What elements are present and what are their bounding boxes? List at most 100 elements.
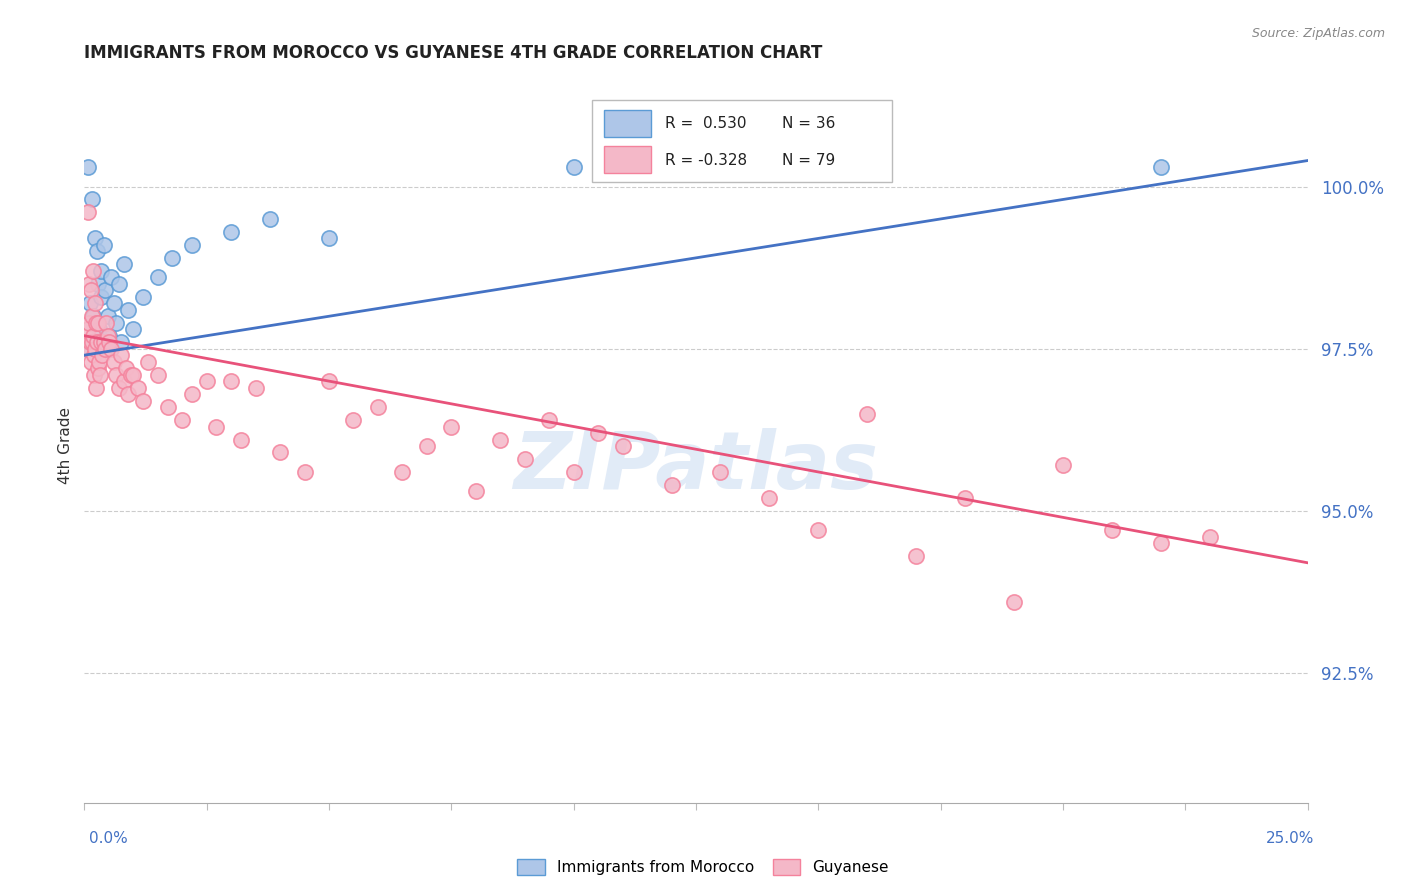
Point <box>80 193 103 207</box>
Point <box>76 342 98 356</box>
Point <box>195 374 218 388</box>
Point <box>489 433 512 447</box>
Point <box>953 491 976 505</box>
Point <box>79 335 101 350</box>
Point <box>76 205 98 219</box>
Point <box>562 465 585 479</box>
Point <box>91 335 114 350</box>
Point <box>136 354 159 368</box>
Point <box>96 342 118 356</box>
Text: N = 36: N = 36 <box>782 116 835 131</box>
Point <box>76 342 98 356</box>
Legend: Immigrants from Morocco, Guyanese: Immigrants from Morocco, Guyanese <box>513 855 893 880</box>
Point <box>86 244 108 259</box>
Point <box>82 310 104 324</box>
Point <box>391 465 413 479</box>
Bar <box>605 145 651 173</box>
Point <box>1150 160 1173 174</box>
Point <box>82 264 104 278</box>
Point <box>162 251 184 265</box>
Point <box>77 160 100 174</box>
Point <box>245 381 267 395</box>
Point <box>1198 530 1220 544</box>
Point <box>87 354 110 368</box>
Point <box>219 374 242 388</box>
Point <box>513 452 536 467</box>
Point <box>758 491 780 505</box>
Point <box>87 316 110 330</box>
Text: ZIPatlas: ZIPatlas <box>513 428 879 507</box>
Point <box>80 354 103 368</box>
Point <box>87 277 110 291</box>
Point <box>96 316 118 330</box>
Point <box>84 231 107 245</box>
Point <box>229 433 252 447</box>
Point <box>91 348 114 362</box>
Point <box>94 283 117 297</box>
Point <box>205 419 228 434</box>
Point <box>103 354 125 368</box>
Point <box>86 361 108 376</box>
Text: 25.0%: 25.0% <box>1267 831 1315 846</box>
Point <box>110 335 132 350</box>
Point <box>90 264 112 278</box>
Point <box>120 368 142 382</box>
Point <box>77 316 100 330</box>
Point <box>807 153 830 168</box>
Point <box>269 445 291 459</box>
Point <box>181 387 204 401</box>
Point <box>93 335 115 350</box>
Text: R = -0.328: R = -0.328 <box>665 153 748 168</box>
Point <box>1002 595 1025 609</box>
Point <box>89 368 111 382</box>
Point <box>112 257 135 271</box>
Point <box>440 419 463 434</box>
Point <box>84 316 107 330</box>
Text: IMMIGRANTS FROM MOROCCO VS GUYANESE 4TH GRADE CORRELATION CHART: IMMIGRANTS FROM MOROCCO VS GUYANESE 4TH … <box>84 45 823 62</box>
Point <box>856 407 879 421</box>
Point <box>105 316 128 330</box>
Point <box>709 465 731 479</box>
Point <box>79 296 101 310</box>
Point <box>84 381 107 395</box>
Point <box>83 348 105 362</box>
Point <box>100 270 122 285</box>
Point <box>562 160 585 174</box>
Point <box>122 368 145 382</box>
Point <box>89 290 111 304</box>
Text: R =  0.530: R = 0.530 <box>665 116 747 131</box>
Point <box>80 335 103 350</box>
Point <box>77 277 100 291</box>
Point <box>115 361 138 376</box>
Point <box>100 342 122 356</box>
Point <box>416 439 439 453</box>
Point <box>117 302 139 317</box>
Point <box>172 413 194 427</box>
Point <box>83 296 105 310</box>
Point <box>112 374 135 388</box>
Point <box>83 368 105 382</box>
Point <box>661 478 683 492</box>
Point <box>156 400 179 414</box>
Text: Source: ZipAtlas.com: Source: ZipAtlas.com <box>1251 27 1385 40</box>
Point <box>342 413 364 427</box>
Point <box>82 328 104 343</box>
Point <box>80 283 103 297</box>
Point <box>219 225 242 239</box>
Point <box>105 368 128 382</box>
Point <box>122 322 145 336</box>
Text: N = 79: N = 79 <box>782 153 835 168</box>
Point <box>586 425 609 440</box>
Point <box>97 310 120 324</box>
Point <box>905 549 928 564</box>
Point <box>84 342 107 356</box>
Bar <box>605 110 651 137</box>
Point <box>1150 536 1173 550</box>
Point <box>612 439 634 453</box>
Point <box>83 335 105 350</box>
Text: 0.0%: 0.0% <box>89 831 128 846</box>
Point <box>132 290 155 304</box>
Point <box>107 381 129 395</box>
Point <box>146 270 169 285</box>
Point <box>294 465 316 479</box>
